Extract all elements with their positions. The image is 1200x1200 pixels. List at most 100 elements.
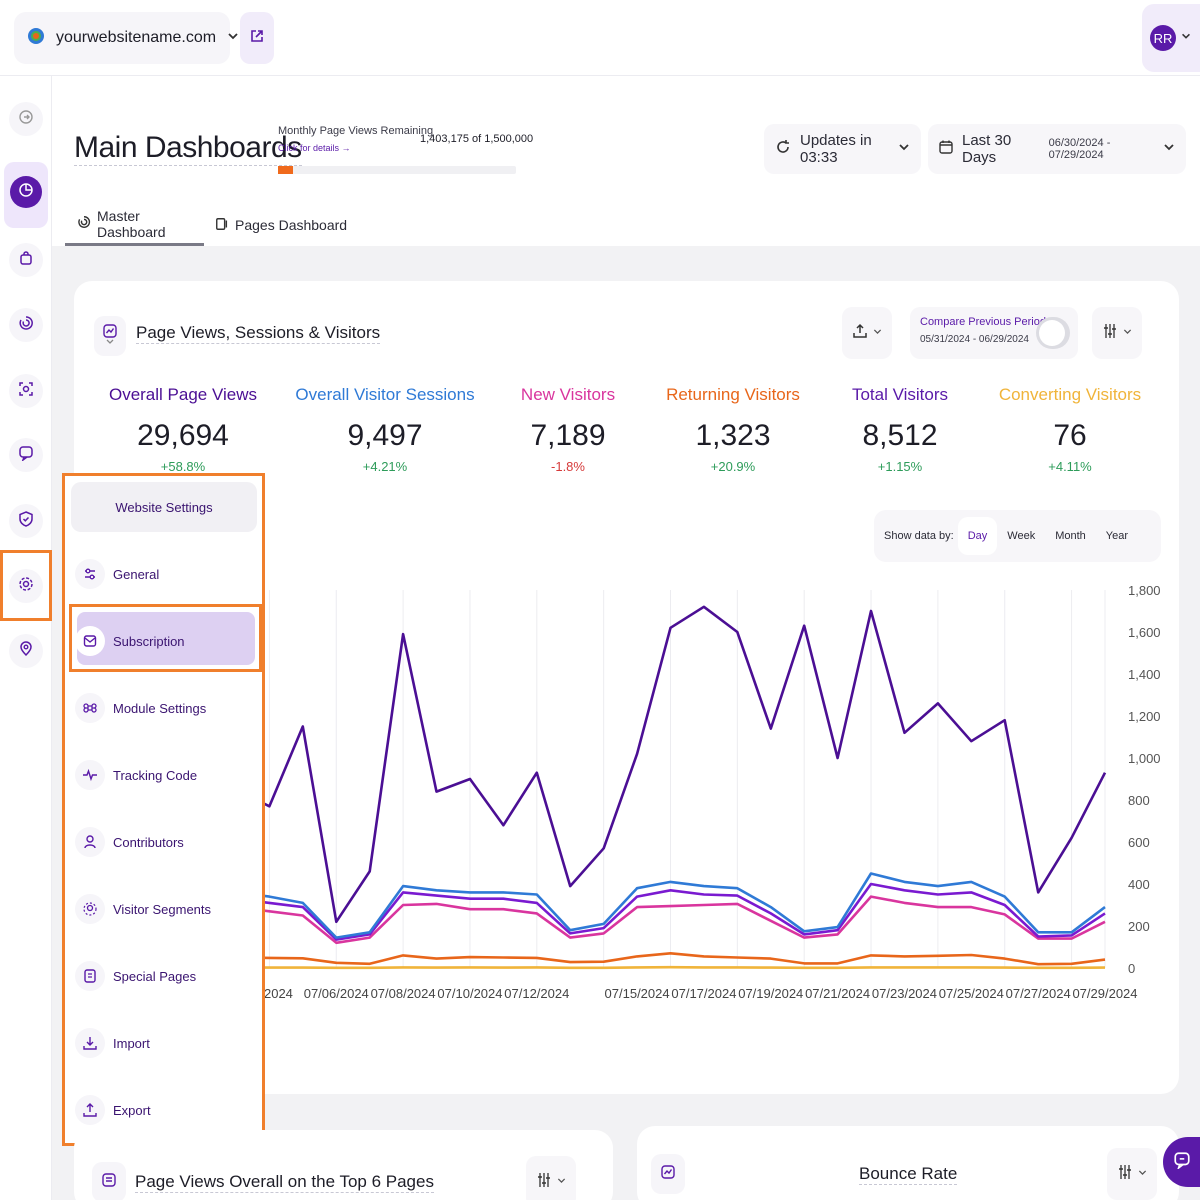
metric-overall-page-views: Overall Page Views 29,694 +58.8% (98, 385, 268, 474)
card-filter-button[interactable] (526, 1156, 576, 1200)
updates-label: Updates in 03:33 (800, 132, 872, 166)
settings-menu-item-special-pages[interactable]: Special Pages (75, 954, 255, 998)
metric-value: 7,189 (530, 419, 606, 452)
settings-menu-label: Visitor Segments (113, 901, 212, 917)
spiral-icon (18, 315, 34, 336)
metric-label: Converting Visitors (998, 385, 1142, 404)
metric-change: +58.8% (160, 459, 206, 474)
website-name: yourwebsitename.com (56, 29, 217, 46)
settings-menu-label: Subscription (113, 633, 185, 649)
tab-pages-dashboard[interactable]: Pages Dashboard (203, 204, 359, 246)
pie-chart-icon (18, 182, 34, 203)
chevron-down-icon (872, 324, 883, 342)
x-tick-label: 07/08/2024 (371, 986, 436, 1001)
show-data-by-control: Show data by: Day Week Month Year (874, 510, 1161, 562)
chart-filter-button[interactable] (1092, 307, 1142, 359)
card-title: Page Views, Sessions & Visitors (136, 323, 381, 344)
metric-value: 1,323 (695, 419, 771, 452)
show-data-by-label: Show data by: (884, 530, 954, 542)
settings-menu-item-subscription[interactable]: Subscription (75, 619, 255, 663)
sidebar-item-heatmaps[interactable] (9, 374, 43, 408)
settings-menu-item-tracking-code[interactable]: Tracking Code (75, 753, 255, 797)
chevron-down-icon (897, 140, 911, 158)
download-icon (75, 1028, 105, 1058)
y-tick-label: 1,400 (1128, 667, 1161, 682)
metric-label: Overall Page Views (108, 385, 258, 404)
page-title: Main Dashboards (74, 131, 302, 166)
card-icon (92, 1162, 126, 1200)
spiral-icon (77, 215, 91, 232)
settings-menu-item-export[interactable]: Export (75, 1088, 255, 1132)
granularity-month[interactable]: Month (1055, 530, 1086, 542)
updates-button[interactable]: Updates in 03:33 (764, 124, 921, 174)
chevron-down-icon (1162, 140, 1176, 158)
metric-label: New Visitors (520, 385, 616, 404)
settings-menu-item-import[interactable]: Import (75, 1021, 255, 1065)
sidebar-item-locations[interactable] (9, 634, 43, 668)
settings-menu-item-contributors[interactable]: Contributors (75, 820, 255, 864)
y-tick-label: 200 (1128, 919, 1150, 934)
sidebar-item-feedback[interactable] (9, 438, 43, 472)
subscription-selected-bg (77, 612, 255, 665)
sidebar-item-settings[interactable] (9, 569, 43, 603)
settings-highlight-frame (0, 550, 52, 621)
quota-label: Monthly Page Views Remaining (278, 125, 434, 137)
quota-value: 1,403,175 of 1,500,000 (420, 133, 534, 145)
sidebar-collapse[interactable] (9, 102, 43, 136)
x-tick-label: 07/23/2024 (872, 986, 937, 1001)
gear-icon (17, 575, 35, 598)
settings-menu-item-visitor-segments[interactable]: Visitor Segments (75, 887, 255, 931)
quota-details-link[interactable]: Click for details → (278, 143, 351, 153)
envelope-icon (75, 626, 105, 656)
settings-menu-item-general[interactable]: General (75, 552, 255, 596)
quota-progress-bar (278, 166, 516, 174)
tab-label: Pages Dashboard (235, 217, 348, 233)
pages-icon (101, 1172, 117, 1193)
settings-menu-label: Import (113, 1035, 150, 1051)
y-tick-label: 0 (1128, 961, 1135, 976)
sidebar-item-analytics[interactable] (9, 308, 43, 342)
settings-menu-label: Tracking Code (113, 767, 198, 783)
granularity-day[interactable]: Day (957, 517, 998, 555)
sidebar-item-dashboard[interactable] (10, 176, 42, 208)
line-chart-icon (660, 1164, 676, 1185)
granularity-week[interactable]: Week (1007, 530, 1036, 542)
chevron-down-icon (1137, 1165, 1148, 1183)
compare-range: 05/31/2024 - 06/29/2024 (920, 334, 1029, 345)
website-settings-menu: Website Settings General Subscription Modu… (62, 473, 265, 1146)
command-icon (75, 693, 105, 723)
settings-menu-label: Contributors (113, 834, 184, 850)
date-preset-label: Last 30 Days (962, 132, 1012, 166)
x-tick-label: 07/17/2024 (671, 986, 736, 1001)
map-pin-icon (18, 640, 34, 662)
user-menu[interactable]: RR (1142, 4, 1200, 72)
granularity-year[interactable]: Year (1105, 530, 1129, 542)
card-collapse-toggle[interactable] (94, 316, 126, 356)
card-filter-button[interactable] (1107, 1148, 1157, 1200)
shopping-bag-icon (18, 250, 34, 271)
toggles-icon (75, 559, 105, 589)
x-tick-label: 07/25/2024 (939, 986, 1004, 1001)
website-settings-title: Website Settings (71, 482, 257, 532)
date-range-picker[interactable]: Last 30 Days 06/30/2024 - 07/29/2024 (928, 124, 1186, 174)
series-line-new-visitors (235, 895, 1106, 945)
sidebar-item-ecommerce[interactable] (9, 243, 43, 277)
metric-value: 29,694 (137, 419, 229, 452)
support-chat-button[interactable] (1163, 1137, 1200, 1187)
upload-icon (852, 323, 868, 344)
open-website-button[interactable] (240, 12, 274, 64)
series-line-total-visitors (235, 882, 1106, 941)
compare-toggle[interactable] (1036, 317, 1070, 349)
chevron-down-icon (1180, 29, 1192, 47)
x-tick-label: 07/15/2024 (605, 986, 670, 1001)
metric-change: +4.11% (1048, 459, 1092, 474)
settings-menu-item-module-settings[interactable]: Module Settings (75, 686, 255, 730)
website-selector[interactable]: yourwebsitename.com (14, 12, 238, 64)
tab-master-dashboard[interactable]: Master Dashboard (65, 204, 204, 246)
calendar-icon (938, 139, 954, 159)
metric-converting-visitors: Converting Visitors 76 +4.11% (985, 385, 1155, 474)
pulse-icon (75, 760, 105, 790)
export-button[interactable] (842, 307, 892, 359)
sliders-icon (1117, 1164, 1133, 1185)
sidebar-item-security[interactable] (9, 504, 43, 538)
